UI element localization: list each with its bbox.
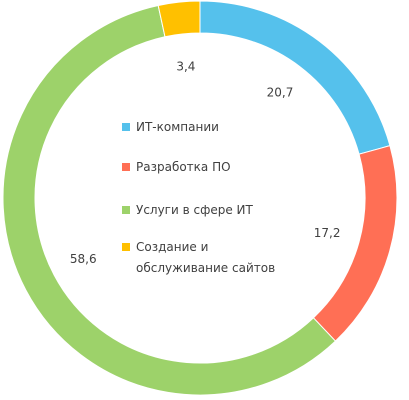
legend-swatch (122, 243, 130, 251)
data-label: 17,2 (314, 226, 341, 240)
donut-slice (312, 145, 398, 342)
legend-item: Создание и обслуживание сайтов (122, 237, 292, 279)
legend-item: Услуги в сфере ИТ (122, 200, 292, 221)
legend-swatch (122, 123, 130, 131)
data-label: 3,4 (176, 59, 195, 73)
data-label: 20,7 (267, 85, 294, 99)
legend-swatch (122, 206, 130, 214)
legend-item: Разработка ПО (122, 157, 292, 178)
legend-label: ИТ-компании (136, 120, 219, 134)
legend-label: Услуги в сфере ИТ (136, 203, 253, 217)
data-label: 58,6 (70, 252, 97, 266)
legend-swatch (122, 163, 130, 171)
legend-item: ИТ-компании (122, 117, 292, 138)
donut-slice (2, 4, 337, 396)
legend-label: Разработка ПО (136, 160, 231, 174)
legend-label: Создание и обслуживание сайтов (136, 240, 276, 275)
donut-slice (157, 0, 201, 38)
